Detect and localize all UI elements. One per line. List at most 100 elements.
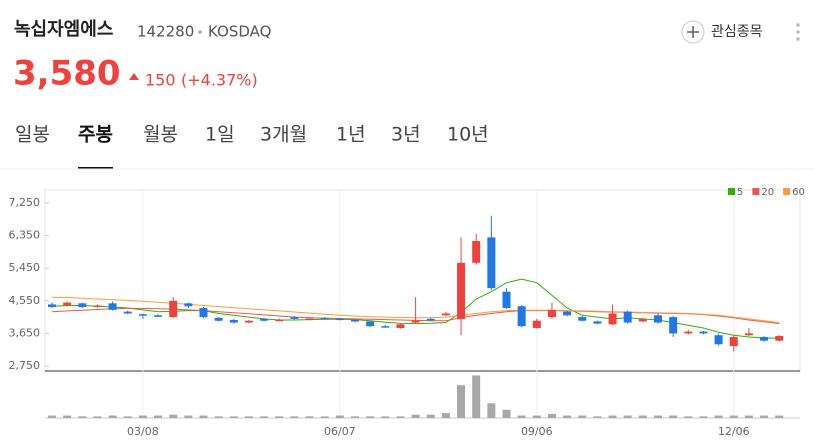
candle-body xyxy=(260,318,269,321)
y-tick-label: 4,550 xyxy=(9,294,41,307)
volume-bar xyxy=(138,415,147,418)
volume-bar xyxy=(63,415,72,418)
candle-body xyxy=(78,303,87,307)
volume-bar xyxy=(411,414,420,418)
candle-body xyxy=(396,324,405,328)
candle-body xyxy=(123,311,132,314)
volume-bar xyxy=(305,416,314,418)
candle-body xyxy=(351,319,359,322)
x-tick-label: 06/07 xyxy=(324,425,356,438)
y-tick-label: 3,650 xyxy=(9,326,41,339)
volume-bar xyxy=(260,416,269,418)
tab[interactable]: 월봉 xyxy=(143,124,178,146)
volume-bar xyxy=(457,385,466,418)
candle-body xyxy=(593,321,602,324)
watch-button[interactable]: 관심종목 xyxy=(681,20,763,44)
candle-body xyxy=(457,262,466,319)
candle-body xyxy=(305,318,314,321)
tab[interactable]: 1일 xyxy=(205,124,235,146)
chart: 2,750 3,650 4,550 5,450 6,350 7,250 03/08 06/07… xyxy=(9,187,805,438)
volume-bar xyxy=(608,415,617,418)
candle-body xyxy=(775,335,784,341)
y-tick-label: 6,350 xyxy=(9,229,41,242)
stock-name: 녹십자엠에스 xyxy=(14,19,113,40)
volume-bar xyxy=(108,415,117,418)
tab[interactable]: 10년 xyxy=(447,124,489,146)
candle-body xyxy=(760,337,769,341)
tab[interactable]: 3개월 xyxy=(260,124,307,146)
candle-body xyxy=(366,321,375,327)
plus-sign xyxy=(687,26,699,38)
candle-body xyxy=(729,337,738,347)
candle-body xyxy=(411,320,420,323)
candle-body xyxy=(623,311,632,323)
candle-body xyxy=(184,303,193,307)
candle-body xyxy=(487,237,496,289)
watch-label[interactable]: 관심종목 xyxy=(711,24,763,40)
volume-bar xyxy=(638,415,647,418)
candle-body xyxy=(275,319,284,322)
candle-body xyxy=(684,331,693,334)
candle-body xyxy=(669,317,678,334)
volume-bar xyxy=(623,415,632,418)
volume-bar xyxy=(93,416,102,418)
candle-body xyxy=(441,313,450,316)
volume-bar xyxy=(381,416,390,418)
volume-bar xyxy=(472,375,481,418)
candle-body xyxy=(108,303,117,310)
volume-bar xyxy=(214,416,223,418)
separator xyxy=(198,30,202,34)
volume-bar xyxy=(563,415,572,418)
volume-bar xyxy=(729,415,738,418)
volume-bar xyxy=(532,415,541,418)
candle-body xyxy=(138,314,147,316)
volume-bar xyxy=(654,415,662,418)
up-arrow xyxy=(129,73,139,80)
candle-body xyxy=(229,319,238,323)
candle-body xyxy=(244,320,253,323)
y-tick-label: 2,750 xyxy=(9,359,41,372)
volume-bar xyxy=(396,416,405,418)
candle-body xyxy=(744,333,753,336)
volume-bar xyxy=(335,415,344,418)
volume-bar xyxy=(699,416,708,418)
volume-bar xyxy=(366,416,375,418)
volume-bar xyxy=(426,414,435,418)
volume-bar xyxy=(48,415,56,418)
volume-bar xyxy=(487,403,496,418)
volume-bar xyxy=(441,413,450,418)
candle-body xyxy=(290,317,299,319)
volume-bar xyxy=(744,415,753,418)
candle-body xyxy=(547,309,556,318)
legend-label: 60 xyxy=(792,187,805,198)
tab[interactable]: 3년 xyxy=(391,124,421,146)
y-tick-label: 5,450 xyxy=(9,261,41,274)
x-tick-label: 12/06 xyxy=(718,425,750,438)
candle-body xyxy=(48,304,56,307)
candle-body xyxy=(335,318,344,321)
candle-body xyxy=(638,318,647,322)
volume-bar xyxy=(502,409,511,418)
tab[interactable]: 1년 xyxy=(336,124,366,146)
market: KOSDAQ xyxy=(208,23,271,41)
legend-swatch xyxy=(783,188,791,195)
tab[interactable]: 주봉 xyxy=(78,124,113,146)
candle-body xyxy=(63,302,72,306)
candle-body xyxy=(578,317,587,321)
plus-icon xyxy=(681,20,705,44)
volume-bar xyxy=(684,416,693,418)
candle-body xyxy=(532,320,541,328)
change: 150 xyxy=(145,71,176,90)
tab[interactable]: 일봉 xyxy=(15,124,50,146)
volume-bar xyxy=(669,415,678,418)
volume-bar xyxy=(199,415,208,418)
candle-body xyxy=(714,335,723,345)
volume-bar xyxy=(517,415,526,418)
legend-swatch xyxy=(752,188,760,195)
more-menu[interactable] xyxy=(796,23,800,41)
volume-bar xyxy=(775,415,784,418)
volume-bar xyxy=(123,416,132,418)
volume-bar xyxy=(154,415,163,418)
